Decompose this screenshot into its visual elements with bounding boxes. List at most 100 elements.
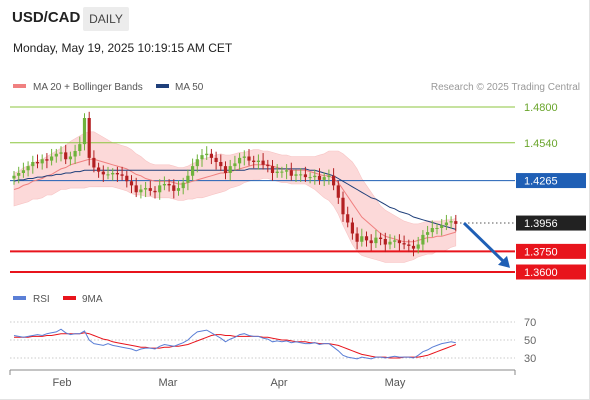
x-tick-label: Feb (53, 377, 72, 389)
level-label: 1.4800 (524, 102, 558, 114)
candle-body (195, 159, 199, 167)
candle-body (68, 156, 72, 160)
candle-body (313, 175, 317, 178)
forecast-arrow (462, 221, 508, 265)
candle-body (191, 166, 195, 176)
candle-body (101, 171, 105, 175)
candle-body (97, 167, 101, 172)
candle-body (92, 157, 96, 168)
candle-body (78, 144, 82, 151)
candle-body (289, 170, 293, 176)
candle-body (87, 118, 91, 158)
candle-body (31, 162, 35, 167)
candle-body (115, 173, 119, 175)
legend-swatch-rsi (13, 296, 26, 300)
candle-body (148, 188, 152, 191)
candle-body (303, 174, 307, 178)
candle-body (341, 197, 345, 215)
rsi-tick: 30 (524, 353, 536, 365)
forecast-arrowhead (498, 255, 510, 268)
candle-body (186, 175, 190, 183)
timeframe-button[interactable]: DAILY (83, 7, 129, 31)
candle-body (176, 188, 181, 191)
rsi-line (13, 328, 456, 360)
x-tick-label: Apr (270, 377, 287, 389)
candle-body (435, 228, 439, 229)
candle-body (219, 162, 223, 167)
legend-ma50: MA 50 (175, 82, 204, 93)
candle-body (364, 236, 369, 241)
candle-body (17, 173, 21, 176)
level-tag (516, 215, 586, 231)
level-label: 1.3750 (524, 246, 558, 258)
candle-body (421, 234, 425, 245)
candle-body (256, 160, 260, 162)
rsi-tick: 70 (524, 317, 536, 329)
level-label: 1.4540 (524, 138, 558, 150)
candle-body (355, 233, 359, 242)
candle-body (270, 166, 275, 173)
candle-body (153, 190, 157, 193)
candle-body (322, 177, 326, 180)
candle-body (317, 175, 322, 180)
candle-body (233, 163, 237, 167)
candle-body (266, 164, 270, 167)
level-label: 1.3600 (524, 267, 558, 279)
x-tick-label: May (385, 377, 406, 389)
candle-body (374, 237, 378, 244)
candle-body (111, 173, 115, 175)
candle-body (360, 236, 364, 242)
source-note: Research © 2025 Trading Central (431, 82, 580, 93)
x-tick-label: Mar (159, 377, 178, 389)
candle-body (402, 243, 406, 245)
level-label: 1.3956 (524, 218, 558, 230)
candle-body (407, 244, 411, 246)
candle-body (280, 171, 284, 173)
symbol-title: USD/CAD (12, 9, 81, 26)
candle-body (416, 244, 420, 249)
candle-body (64, 152, 68, 160)
rsi-tick: 50 (524, 335, 536, 347)
candle-body (181, 182, 185, 189)
level-label: 1.4265 (524, 176, 558, 188)
candle-body (59, 152, 63, 154)
legend-swatch-ma20 (13, 84, 26, 88)
candle-body (388, 241, 392, 245)
candle-body (12, 175, 16, 179)
bollinger-band (13, 131, 457, 263)
candle-body (449, 221, 453, 223)
candle-body (252, 160, 256, 162)
rsi-ma-line (14, 332, 456, 359)
candle-body (369, 240, 373, 244)
candle-body (125, 175, 129, 182)
candle-body (238, 157, 242, 164)
candle-body (144, 188, 148, 190)
candle-body (209, 153, 213, 158)
candle-body (21, 170, 25, 173)
candle-body (383, 239, 387, 245)
chart-datetime: Monday, May 19, 2025 10:19:15 AM CET (13, 41, 233, 55)
candle-body (327, 175, 331, 178)
candle-body (440, 225, 444, 228)
candle-body (454, 221, 458, 224)
candle-body (336, 185, 340, 198)
candle-body (261, 160, 265, 165)
candle-body (214, 157, 218, 162)
candle-body (162, 184, 166, 186)
candle-body (242, 156, 246, 158)
candle-body (106, 174, 110, 176)
candle-body (223, 166, 228, 173)
legend-swatch-ma50 (156, 84, 169, 88)
candle-body (82, 118, 87, 145)
candle-body (285, 170, 289, 172)
candle-body (54, 153, 58, 157)
candle-body (228, 166, 232, 173)
candle-body (139, 189, 143, 193)
candle-body (397, 240, 401, 244)
candle-body (411, 245, 416, 249)
legend-rsi: RSI (33, 294, 50, 305)
candle-body (332, 175, 336, 186)
candle-body (200, 155, 204, 160)
legend-9ma: 9MA (82, 294, 103, 305)
